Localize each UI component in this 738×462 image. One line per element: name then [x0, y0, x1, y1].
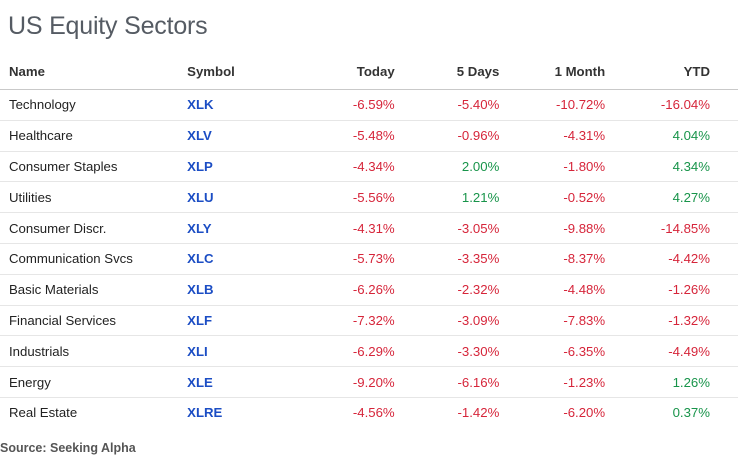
table-row: Technology XLK -6.59% -5.40% -10.72% -16.04% [0, 89, 738, 121]
sector-name: Industrials [0, 335, 188, 368]
symbol-link[interactable]: XLI [187, 335, 287, 368]
symbol-link[interactable]: XLU [187, 181, 287, 214]
today-change: -5.56% [286, 181, 395, 214]
ytd-change: 0.37% [672, 405, 710, 421]
symbol-link[interactable]: XLRE [187, 405, 223, 421]
today-change: -4.34% [286, 151, 395, 183]
ytd-change: -16.04% [605, 89, 738, 121]
five-day-change: -3.05% [394, 212, 500, 244]
ytd-change: 4.34% [605, 151, 738, 183]
table-row: Financial Services XLF -7.32% -3.09% -7.83% -… [0, 305, 738, 337]
five-day-change: -6.16% [394, 366, 500, 398]
ytd-change: -1.26% [605, 274, 738, 306]
ytd-change: -4.49% [605, 335, 738, 368]
symbol-link[interactable]: XLB [187, 274, 287, 306]
one-month-change: -6.35% [499, 335, 606, 368]
sector-name: Consumer Discr. [0, 212, 188, 244]
symbol-link[interactable]: XLC [187, 243, 287, 275]
sector-name: Utilities [0, 181, 188, 214]
one-month-change: -4.31% [499, 120, 606, 152]
symbol-link[interactable]: XLV [187, 120, 287, 152]
one-month-change: -10.72% [499, 89, 606, 121]
ytd-change: 4.04% [605, 120, 738, 152]
today-change: -4.31% [286, 212, 395, 244]
today-change: -4.56% [352, 405, 395, 421]
sector-table: Name Symbol Today 5 Days 1 Month YTD Tec… [0, 54, 738, 428]
sector-name: Financial Services [0, 305, 188, 337]
symbol-link[interactable]: XLF [187, 305, 287, 337]
table-row: Consumer Discr. XLY -4.31% -3.05% -9.88% -14.… [0, 212, 738, 244]
one-month-change: -1.23% [499, 366, 606, 398]
column-header-today[interactable]: Today [286, 54, 395, 90]
five-day-change: -1.42% [457, 405, 500, 421]
symbol-link[interactable]: XLK [187, 89, 287, 121]
ytd-change: -14.85% [605, 212, 738, 244]
symbol-link[interactable]: XLP [187, 151, 287, 183]
ytd-change: -1.32% [605, 305, 738, 337]
five-day-change: -0.96% [394, 120, 500, 152]
five-day-change: -3.35% [394, 243, 500, 275]
today-change: -5.73% [286, 243, 395, 275]
today-change: -6.29% [286, 335, 395, 368]
sector-name: Real Estate [9, 405, 78, 421]
column-header-5-days[interactable]: 5 Days [394, 54, 500, 90]
one-month-change: -9.88% [499, 212, 606, 244]
one-month-change: -8.37% [499, 243, 606, 275]
column-header-symbol[interactable]: Symbol [187, 54, 287, 90]
table-row: Utilities XLU -5.56% 1.21% -0.52% 4.27% [0, 181, 738, 214]
sector-name: Basic Materials [0, 274, 188, 306]
one-month-change: -6.20% [563, 405, 606, 421]
five-day-change: -2.32% [394, 274, 500, 306]
source-note: Source: Seeking Alpha [0, 441, 136, 455]
page-title: US Equity Sectors [8, 12, 208, 40]
sector-name: Healthcare [0, 120, 188, 152]
table-row: Industrials XLI -6.29% -3.30% -6.35% -4.49% [0, 335, 738, 368]
one-month-change: -0.52% [499, 181, 606, 214]
symbol-link[interactable]: XLE [187, 366, 287, 398]
five-day-change: -5.40% [394, 89, 500, 121]
five-day-change: -3.30% [394, 335, 500, 368]
column-header-ytd[interactable]: YTD [605, 54, 738, 90]
ytd-change: -4.42% [605, 243, 738, 275]
column-header-1-month[interactable]: 1 Month [499, 54, 606, 90]
five-day-change: -3.09% [394, 305, 500, 337]
five-day-change: 2.00% [394, 151, 500, 183]
sector-name: Consumer Staples [0, 151, 188, 183]
sector-name: Energy [0, 366, 188, 398]
table-header-row: Name Symbol Today 5 Days 1 Month YTD [0, 54, 738, 90]
five-day-change: 1.21% [394, 181, 500, 214]
symbol-link[interactable]: XLY [187, 212, 287, 244]
one-month-change: -7.83% [499, 305, 606, 337]
table-row: Healthcare XLV -5.48% -0.96% -4.31% 4.04% [0, 120, 738, 152]
column-header-name[interactable]: Name [0, 54, 188, 90]
table-row: Consumer Staples XLP -4.34% 2.00% -1.80% 4.34… [0, 151, 738, 183]
sector-name: Technology [0, 89, 188, 121]
table-row: Basic Materials XLB -6.26% -2.32% -4.48% -1.2… [0, 274, 738, 306]
today-change: -6.59% [286, 89, 395, 121]
table-row: Energy XLE -9.20% -6.16% -1.23% 1.26% [0, 366, 738, 398]
one-month-change: -4.48% [499, 274, 606, 306]
table-row: Communication Svcs XLC -5.73% -3.35% -8.37% -… [0, 243, 738, 275]
table-row: Real Estate XLRE -4.56% -1.42% -6.20% 0.37% [0, 397, 738, 427]
ytd-change: 4.27% [605, 181, 738, 214]
today-change: -5.48% [286, 120, 395, 152]
sector-name: Communication Svcs [0, 243, 188, 275]
today-change: -6.26% [286, 274, 395, 306]
today-change: -7.32% [286, 305, 395, 337]
one-month-change: -1.80% [499, 151, 606, 183]
ytd-change: 1.26% [605, 366, 738, 398]
today-change: -9.20% [286, 366, 395, 398]
